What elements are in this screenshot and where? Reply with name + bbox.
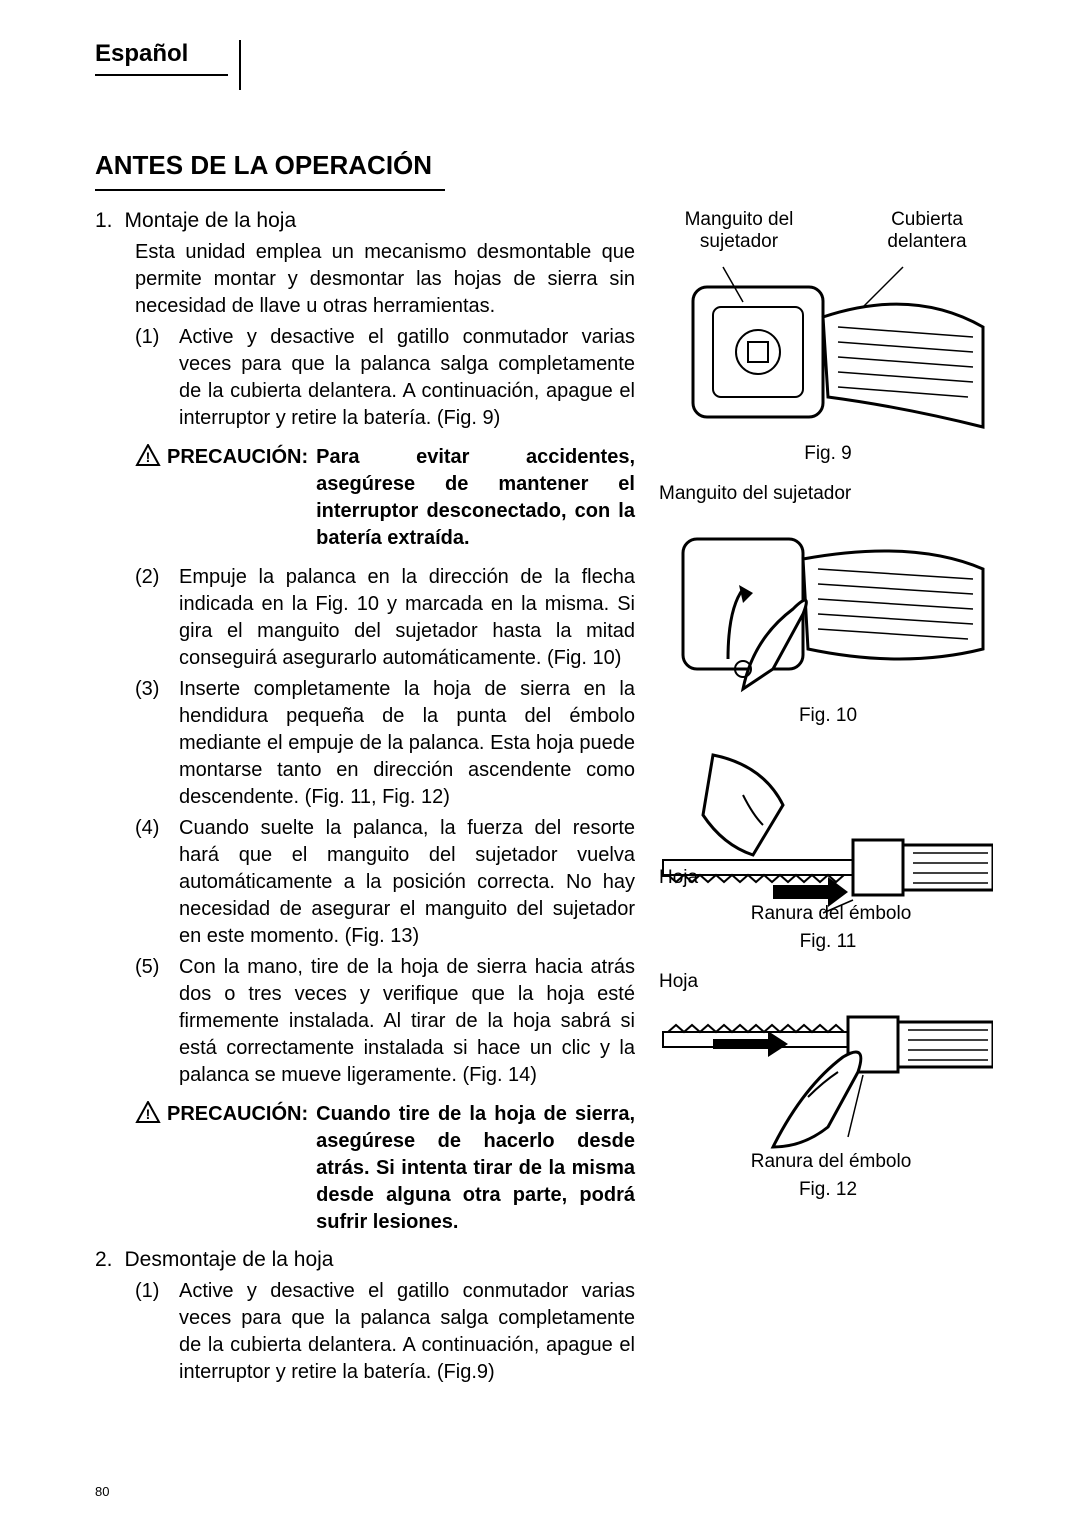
step-3: (3) Inserte completamente la hoja de sie… xyxy=(135,676,635,811)
step-1: (1) Active y desactive el gatillo conmut… xyxy=(135,324,635,432)
figure-9-label-left: Manguito del sujetador xyxy=(659,209,819,253)
figure-11-image xyxy=(653,745,993,915)
step-3-num: (3) xyxy=(135,676,169,811)
s2-step-1-text: Active y desactive el gatillo conmutador… xyxy=(179,1278,635,1386)
step-3-text: Inserte completamente la hoja de sierra … xyxy=(179,676,635,811)
step-4-num: (4) xyxy=(135,815,169,950)
heading-2: 2. Desmontaje de la hoja xyxy=(95,1248,635,1272)
figure-12: Hoja Ranura del émbolo Fig. 12 xyxy=(653,971,1003,1201)
section-title: ANTES DE LA OPERACIÓN xyxy=(95,150,445,191)
figure-12-image xyxy=(653,997,993,1157)
left-column: 1. Montaje de la hoja Esta unidad emplea… xyxy=(95,209,635,1386)
figure-11: Hoja Ranura del émbolo Fig. 11 xyxy=(653,745,1003,953)
heading-1-num: 1. xyxy=(95,209,113,233)
heading-1: 1. Montaje de la hoja xyxy=(95,209,635,233)
step-2-text: Empuje la palanca en la dirección de la … xyxy=(179,564,635,672)
language-label: Español xyxy=(95,40,228,76)
figure-10-label: Manguito del sujetador xyxy=(653,483,1003,505)
step-1-num: (1) xyxy=(135,324,169,432)
s2-step-1: (1) Active y desactive el gatillo conmut… xyxy=(135,1278,635,1386)
warning-icon: ! xyxy=(135,1101,161,1123)
figure-9-label-right: Cubierta delantera xyxy=(857,209,997,253)
figure-9-caption: Fig. 9 xyxy=(653,443,1003,465)
step-5-num: (5) xyxy=(135,954,169,1089)
figure-11-hoja: Hoja xyxy=(653,867,1003,889)
svg-text:!: ! xyxy=(146,1106,151,1122)
figure-9-labels: Manguito del sujetador Cubierta delanter… xyxy=(653,209,1003,253)
figure-11-caption: Fig. 11 xyxy=(653,931,1003,953)
caution-2: ! PRECAUCIÓN: Cuando tire de la hoja de … xyxy=(135,1101,635,1236)
step-2: (2) Empuje la palanca en la dirección de… xyxy=(135,564,635,672)
header-divider xyxy=(239,40,241,90)
step-1-text: Active y desactive el gatillo conmutador… xyxy=(179,324,635,432)
figure-10: Manguito del sujetador Fig. 10 xyxy=(653,483,1003,727)
intro-text: Esta unidad emplea un mecanismo desmonta… xyxy=(135,239,635,320)
caution-1: ! PRECAUCIÓN: Para evitar accidentes, as… xyxy=(135,444,635,552)
page-header: Español xyxy=(95,40,1010,90)
heading-2-title: Desmontaje de la hoja xyxy=(125,1248,334,1272)
step-5: (5) Con la mano, tire de la hoja de sier… xyxy=(135,954,635,1089)
svg-text:!: ! xyxy=(146,449,151,465)
caution-1-label: PRECAUCIÓN: xyxy=(167,444,308,552)
heading-1-title: Montaje de la hoja xyxy=(125,209,297,233)
heading-2-num: 2. xyxy=(95,1248,113,1272)
figure-12-hoja: Hoja xyxy=(653,971,1003,993)
caution-1-text: Para evitar accidentes, asegúrese de man… xyxy=(316,444,635,552)
step-5-text: Con la mano, tire de la hoja de sierra h… xyxy=(179,954,635,1089)
warning-icon: ! xyxy=(135,444,161,466)
figure-10-caption: Fig. 10 xyxy=(653,705,1003,727)
figure-9-image xyxy=(653,257,993,437)
page-number: 80 xyxy=(95,1484,109,1499)
figure-9: Manguito del sujetador Cubierta delanter… xyxy=(653,209,1003,465)
figure-12-caption: Fig. 12 xyxy=(653,1179,1003,1201)
right-column: Manguito del sujetador Cubierta delanter… xyxy=(653,209,1003,1386)
step-4-text: Cuando suelte la palanca, la fuerza del … xyxy=(179,815,635,950)
caution-2-label: PRECAUCIÓN: xyxy=(167,1101,308,1236)
content-area: 1. Montaje de la hoja Esta unidad emplea… xyxy=(95,209,1010,1386)
caution-2-text: Cuando tire de la hoja de sierra, asegúr… xyxy=(316,1101,635,1236)
step-2-num: (2) xyxy=(135,564,169,672)
step-4: (4) Cuando suelte la palanca, la fuerza … xyxy=(135,815,635,950)
s2-step-1-num: (1) xyxy=(135,1278,169,1386)
figure-10-image xyxy=(653,509,993,699)
